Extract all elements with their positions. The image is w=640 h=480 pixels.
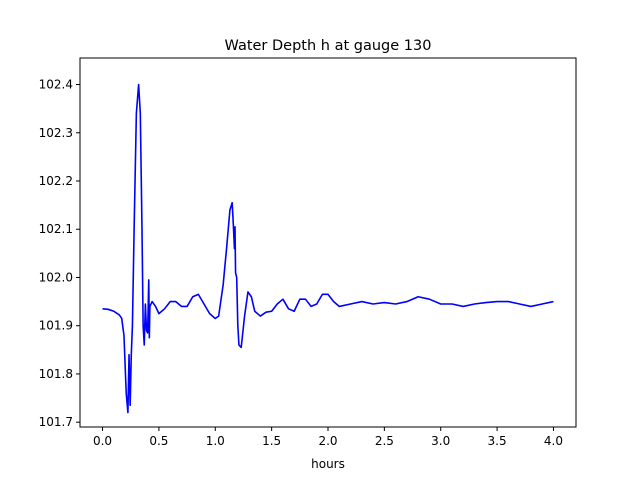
x-tick-label: 0.0	[93, 434, 112, 448]
y-tick-label: 102.2	[39, 174, 73, 188]
y-tick-label: 102.3	[39, 126, 73, 140]
y-tick-label: 102.1	[39, 222, 73, 236]
x-tick-label: 2.0	[318, 434, 337, 448]
x-tick-label: 1.5	[262, 434, 281, 448]
y-tick-label: 101.8	[39, 367, 73, 381]
chart-title: Water Depth h at gauge 130	[225, 38, 432, 54]
x-tick-label: 2.5	[375, 434, 394, 448]
y-axis: 101.7 101.8 101.9 102.0 102.1 102.2 102.3 102.4	[39, 78, 80, 429]
x-tick-label: 3.0	[431, 434, 450, 448]
y-tick-label: 101.9	[39, 319, 73, 333]
data-layer	[102, 83, 554, 414]
x-axis-label: hours	[311, 457, 345, 471]
y-tick-label: 101.7	[39, 415, 73, 429]
x-axis: 0.0 0.5 1.0 1.5 2.0 2.5 3.0 3.5 4.0	[93, 427, 563, 448]
x-tick-label: 1.0	[206, 434, 225, 448]
x-tick-label: 4.0	[544, 434, 563, 448]
series-line	[102, 83, 554, 414]
x-tick-label: 0.5	[149, 434, 168, 448]
x-tick-label: 3.5	[488, 434, 507, 448]
y-tick-label: 102.0	[39, 270, 73, 284]
y-tick-label: 102.4	[39, 78, 73, 92]
